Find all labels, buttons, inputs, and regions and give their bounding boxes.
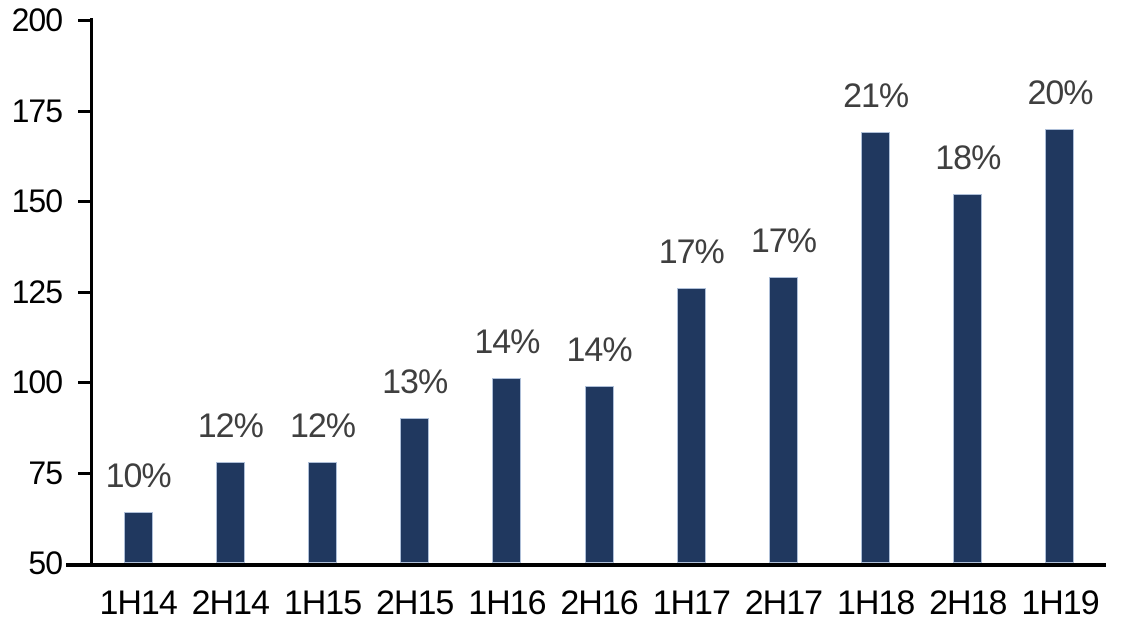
x-axis-category-label: 1H16 xyxy=(468,584,546,622)
bar-slot: 10% xyxy=(92,20,184,563)
x-axis-category-label: 2H18 xyxy=(929,584,1007,622)
bar xyxy=(307,461,337,563)
bar-slot: 12% xyxy=(276,20,368,563)
bar xyxy=(123,512,153,563)
bar-value-label: 12% xyxy=(197,406,264,445)
x-axis-line xyxy=(66,563,1106,567)
bar-value-label: 14% xyxy=(566,330,633,369)
y-axis-tick-label: 50 xyxy=(28,545,63,581)
bar-value-label: 21% xyxy=(843,77,909,116)
x-axis-category-label: 2H14 xyxy=(191,584,270,622)
x-axis-category-label: 2H17 xyxy=(744,584,823,622)
y-axis-tick xyxy=(78,381,91,384)
y-axis-tick-label: 150 xyxy=(11,183,63,219)
bar xyxy=(215,461,245,563)
plot-area: 10% 12% 12% 13% 14% 14% 17% 17% 21% 18% 20% xyxy=(92,20,1106,563)
y-axis-tick-label: 75 xyxy=(28,454,63,491)
bar-slot: 12% xyxy=(184,20,276,563)
x-axis-category-label: 2H16 xyxy=(560,584,638,622)
bar-value-label: 17% xyxy=(750,222,817,260)
bar-slot: 20% xyxy=(1014,20,1106,563)
x-axis-category-label: 1H18 xyxy=(836,584,915,622)
bar-slot: 21% xyxy=(830,20,922,563)
x-axis-category-label: 1H15 xyxy=(283,584,362,622)
x-axis-category-label: 1H19 xyxy=(1021,584,1099,622)
y-axis-tick xyxy=(78,471,91,475)
y-axis-tick xyxy=(78,290,91,294)
bar-slot: 13% xyxy=(369,20,461,563)
bar-slot: 17% xyxy=(737,20,829,563)
y-axis-tick xyxy=(78,109,91,113)
bar-value-label: 17% xyxy=(658,232,725,271)
bar xyxy=(953,193,983,563)
bar xyxy=(676,287,706,563)
y-axis-tick-label: 200 xyxy=(11,2,63,38)
y-axis-tick-label: 125 xyxy=(11,273,63,310)
y-axis-tick-label: 175 xyxy=(11,92,63,129)
x-axis-category-label: 1H14 xyxy=(99,584,177,622)
bar-value-label: 14% xyxy=(474,323,540,362)
x-axis-category-label: 1H17 xyxy=(652,584,731,622)
bar-value-label: 13% xyxy=(382,363,448,402)
bar-value-label: 10% xyxy=(105,457,172,496)
bar-slot: 17% xyxy=(645,20,737,563)
bar xyxy=(768,277,798,563)
bar-value-label: 20% xyxy=(1027,73,1093,112)
y-axis-tick-label: 100 xyxy=(11,364,63,400)
y-axis-tick xyxy=(78,19,91,22)
bar-slot: 18% xyxy=(922,20,1014,563)
bar xyxy=(584,385,614,563)
x-axis-category-label: 2H15 xyxy=(376,584,454,622)
y-axis-line xyxy=(90,18,93,567)
bar xyxy=(400,418,430,563)
bar xyxy=(1045,128,1075,563)
bar-slot: 14% xyxy=(461,20,553,563)
bar-value-label: 12% xyxy=(289,406,356,445)
bar-value-label: 18% xyxy=(935,138,1001,177)
bar xyxy=(492,378,522,563)
bar-slot: 14% xyxy=(553,20,645,563)
bar xyxy=(861,132,891,563)
x-axis-labels: 1H14 2H14 1H15 2H15 1H16 2H16 1H17 2H17 1H18 2H18… xyxy=(92,584,1106,622)
y-axis-tick xyxy=(78,200,91,203)
